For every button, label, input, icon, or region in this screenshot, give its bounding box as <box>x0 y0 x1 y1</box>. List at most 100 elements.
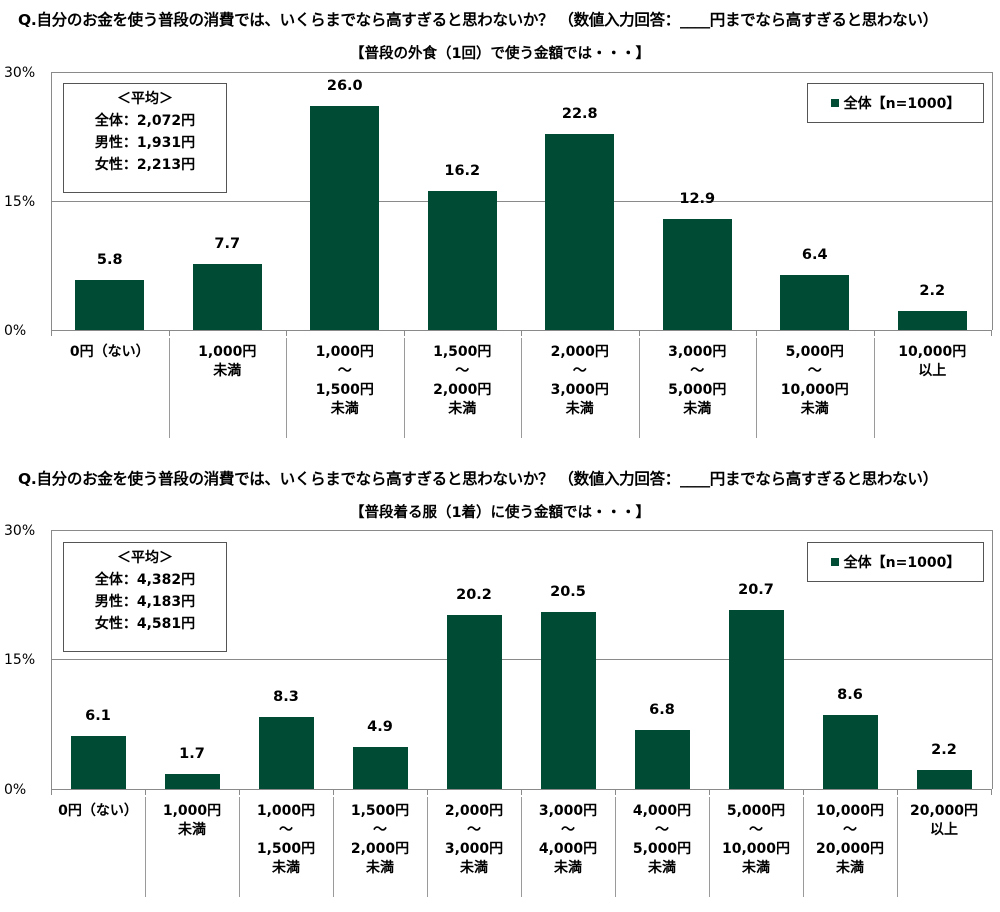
stats-all: 全体：2,072円 <box>94 113 196 129</box>
category-divider <box>239 797 240 897</box>
category-divider <box>427 797 428 897</box>
x-tick <box>145 789 146 795</box>
plot-area <box>51 72 993 331</box>
category-label: 1,500円 ～ 2,000円 未満 <box>350 803 410 876</box>
bar <box>780 274 850 330</box>
stats-all: 全体：4,382円 <box>94 572 196 588</box>
category-label: 0円（ない） <box>58 803 138 819</box>
x-tick <box>873 330 875 336</box>
bar <box>822 714 878 789</box>
bar-value-label: 12.9 <box>679 191 716 208</box>
question-text: Q.自分のお金を使う普段の消費では、いくらまでなら高すぎると思わないか？ （数値… <box>18 470 938 488</box>
category-label: 4,000円 ～ 5,000円 未満 <box>632 803 692 876</box>
y-tick-15: 15% <box>4 652 36 668</box>
bar-value-label: 6.1 <box>85 708 111 725</box>
bar-value-label: 6.8 <box>649 702 675 719</box>
bar <box>192 263 262 330</box>
category-divider <box>403 338 405 438</box>
category-label: 2,000円 ～ 3,000円 未満 <box>444 803 504 876</box>
x-tick <box>168 330 170 336</box>
question-text: Q.自分のお金を使う普段の消費では、いくらまでなら高すぎると思わないか？ （数値… <box>18 11 938 29</box>
bar <box>352 746 408 789</box>
bar-value-label: 7.7 <box>214 235 241 252</box>
bar <box>916 770 972 789</box>
category-label: 20,000円 以上 <box>909 803 979 838</box>
chart-panel-dining: Q.自分のお金を使う普段の消費では、いくらまでなら高すぎると思わないか？ （数値… <box>4 11 993 438</box>
chart-subtitle: 【普段の外食（1回）で使う金額では・・・】 <box>349 46 651 62</box>
stats-male: 男性：1,931円 <box>94 135 196 151</box>
legend-swatch-icon <box>830 99 839 107</box>
legend-label: 全体【n=1000】 <box>843 96 961 112</box>
y-tick-30: 30% <box>4 523 36 539</box>
stats-female: 女性：2,213円 <box>94 157 196 173</box>
bar-value-label: 6.4 <box>801 246 828 263</box>
category-divider <box>286 338 287 438</box>
bar-value-label: 1.7 <box>179 746 205 763</box>
gridline-30 <box>52 530 992 531</box>
bar-value-label: 22.8 <box>561 105 598 122</box>
category-label: 3,000円 ～ 4,000円 未満 <box>538 803 598 876</box>
x-tick <box>239 789 240 795</box>
x-tick <box>991 330 992 336</box>
y-tick-15: 15% <box>4 194 36 210</box>
legend: 全体【n=1000】 <box>807 83 984 123</box>
average-stats-box: ＜平均＞ 全体：2,072円 男性：1,931円 女性：2,213円 <box>63 83 227 193</box>
category-label: 1,000円 ～ 1,500円 未満 <box>315 344 374 417</box>
bar <box>540 612 596 789</box>
y-tick-0: 0% <box>4 782 27 798</box>
category-divider <box>638 338 640 438</box>
category-label: 1,000円 未満 <box>198 344 257 379</box>
stats-male: 男性：4,183円 <box>94 594 196 610</box>
category-divider <box>145 797 146 897</box>
category-divider <box>521 797 522 897</box>
category-label: 1,000円 ～ 1,500円 未満 <box>256 803 316 876</box>
x-tick <box>803 789 804 795</box>
bar <box>310 106 380 330</box>
bar-value-label: 5.8 <box>96 252 123 269</box>
x-tick <box>403 330 405 336</box>
bar <box>728 610 784 789</box>
gridline-15 <box>52 659 992 660</box>
category-label: 5,000円 ～ 10,000円 未満 <box>721 803 791 876</box>
bar-value-label: 4.9 <box>367 718 393 735</box>
x-tick <box>427 789 428 795</box>
legend: 全体【n=1000】 <box>807 542 984 582</box>
category-divider <box>873 338 875 438</box>
x-tick <box>615 789 616 795</box>
x-tick <box>638 330 640 336</box>
bar-value-label: 16.2 <box>444 162 481 179</box>
x-tick <box>521 789 522 795</box>
bar <box>164 774 220 789</box>
category-divider <box>615 797 616 897</box>
category-label: 3,000円 ～ 5,000円 未満 <box>668 344 727 417</box>
bar-value-label: 2.2 <box>919 283 946 300</box>
category-label: 10,000円 以上 <box>898 344 967 379</box>
legend-swatch-icon <box>830 558 839 566</box>
x-axis <box>52 789 992 790</box>
bar-value-label: 8.3 <box>273 689 299 706</box>
x-tick <box>51 330 52 336</box>
y-tick-30: 30% <box>4 65 36 81</box>
x-tick <box>991 789 992 795</box>
bar-value-label: 20.5 <box>550 584 586 601</box>
category-label: 10,000円 ～ 20,000円 未満 <box>815 803 885 876</box>
bar <box>634 730 690 789</box>
x-tick <box>51 789 52 795</box>
x-tick <box>286 330 287 336</box>
category-divider <box>521 338 522 438</box>
chart-subtitle: 【普段着る服（1着）に使う金額では・・・】 <box>349 505 651 521</box>
gridline-30 <box>52 72 992 73</box>
x-axis <box>52 330 992 331</box>
average-stats-box: ＜平均＞ 全体：4,382円 男性：4,183円 女性：4,581円 <box>63 542 227 652</box>
bar-value-label: 8.6 <box>837 686 863 703</box>
category-label: 1,500円 ～ 2,000円 未満 <box>433 344 492 417</box>
category-divider <box>333 797 334 897</box>
plot-area <box>51 530 993 790</box>
bar <box>662 219 732 330</box>
category-divider <box>803 797 804 897</box>
bar-value-label: 20.2 <box>456 586 492 603</box>
category-label: 1,000円 未満 <box>162 803 222 838</box>
bar <box>897 311 967 330</box>
category-divider <box>168 338 170 438</box>
